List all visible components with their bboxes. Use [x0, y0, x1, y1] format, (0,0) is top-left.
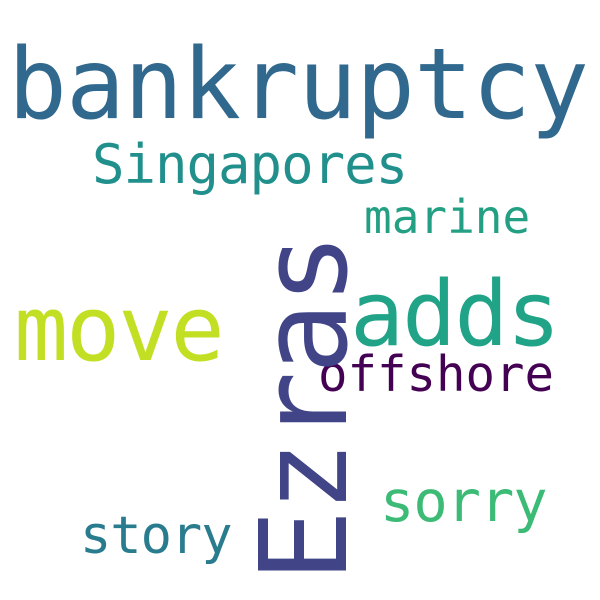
word-story: story — [80, 506, 233, 566]
word-singapores: Singapores — [92, 133, 408, 196]
word-sorry: sorry — [380, 469, 548, 535]
word-ezras: Ezras — [236, 235, 375, 582]
word-move: move — [14, 277, 225, 382]
word-adds: adds — [350, 262, 561, 367]
word-marine: marine — [364, 190, 531, 244]
word-bankruptcy: bankruptcy — [8, 28, 589, 142]
word-offshore: offshore — [318, 346, 555, 403]
